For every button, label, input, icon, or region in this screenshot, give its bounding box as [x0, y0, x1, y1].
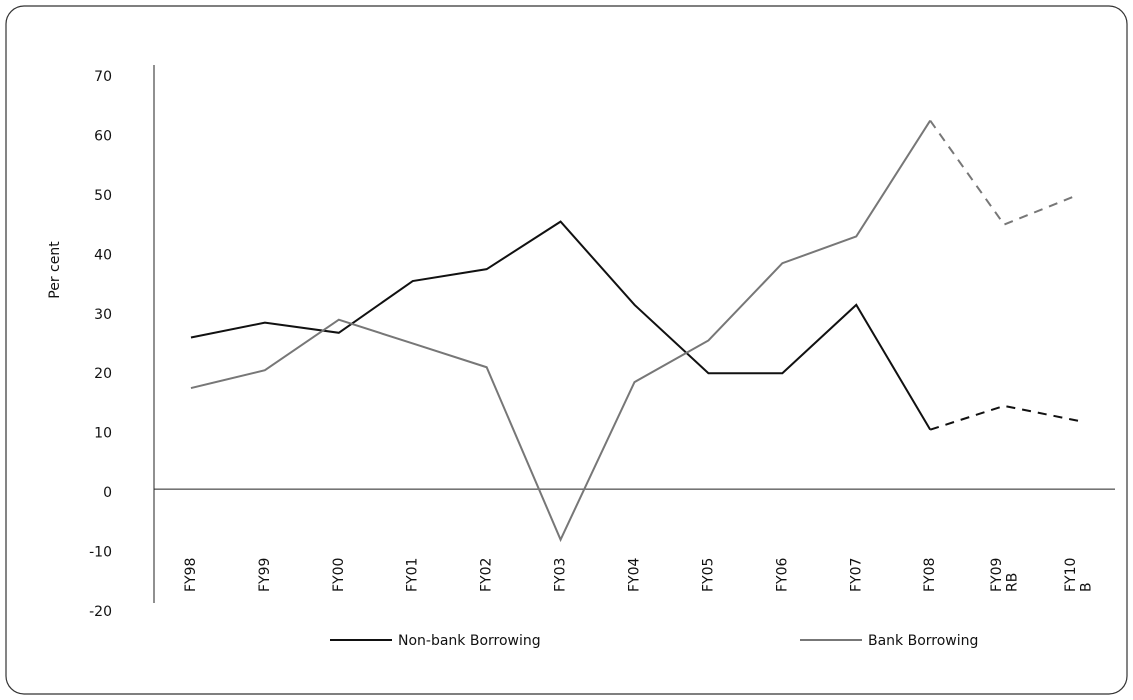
line — [190, 220, 932, 431]
y-tick-label: 10 — [94, 426, 112, 442]
x-tick-label: FY99 — [257, 558, 273, 592]
y-axis-label: Per cent — [47, 241, 63, 299]
x-tick-label-part: FY10 — [1063, 558, 1079, 592]
legend-label: Bank Borrowing — [868, 633, 978, 649]
x-tick-label: FY07 — [848, 558, 864, 592]
x-tick-label: FY00 — [331, 558, 347, 592]
x-tick-label: FY01 — [405, 558, 421, 592]
x-tick-label-part: FY06 — [774, 557, 790, 592]
x-tick-label-part: FY07 — [848, 558, 864, 592]
x-tick-label: FY04 — [627, 557, 643, 592]
y-tick-label: 20 — [94, 366, 112, 382]
x-tick-label: FY10B — [1063, 558, 1094, 592]
x-tick-label-part: FY98 — [183, 558, 199, 592]
x-tick-label: FY05 — [700, 558, 716, 592]
x-tick-label-part: FY03 — [553, 558, 569, 592]
chart-frame — [5, 5, 1128, 695]
x-tick-label: FY09RB — [989, 558, 1020, 592]
x-tick-label-part: FY02 — [479, 558, 495, 592]
x-tick-label-part: B — [1078, 582, 1094, 592]
y-tick-label: 60 — [94, 128, 112, 144]
line — [190, 120, 932, 543]
y-tick-label: 0 — [103, 485, 112, 501]
x-tick-label-part: FY08 — [922, 558, 938, 592]
x-tick-label: FY98 — [183, 558, 199, 592]
x-tick-label-part: RB — [1005, 573, 1021, 592]
y-tick-label: 30 — [94, 307, 112, 323]
x-tick-label-part: FY05 — [700, 558, 716, 592]
x-tick-label-part: FY09 — [989, 558, 1005, 592]
y-tick-label: -10 — [89, 545, 112, 561]
x-tick-label-part: FY00 — [331, 558, 347, 592]
y-tick-label: 70 — [94, 69, 112, 85]
x-tick-label: FY03 — [553, 558, 569, 592]
legend-label: Non-bank Borrowing — [398, 633, 541, 649]
x-tick-label: FY02 — [479, 558, 495, 592]
x-tick-label: FY08 — [922, 558, 938, 592]
x-tick-label: FY06 — [774, 557, 790, 592]
x-tick-label-part: FY04 — [627, 557, 643, 592]
line-projection — [929, 119, 1079, 226]
y-tick-label: 40 — [94, 247, 112, 263]
y-tick-label: 50 — [94, 188, 112, 204]
x-tick-label-part: FY99 — [257, 558, 273, 592]
x-tick-label-part: FY01 — [405, 558, 421, 592]
y-tick-label: -20 — [89, 604, 112, 620]
